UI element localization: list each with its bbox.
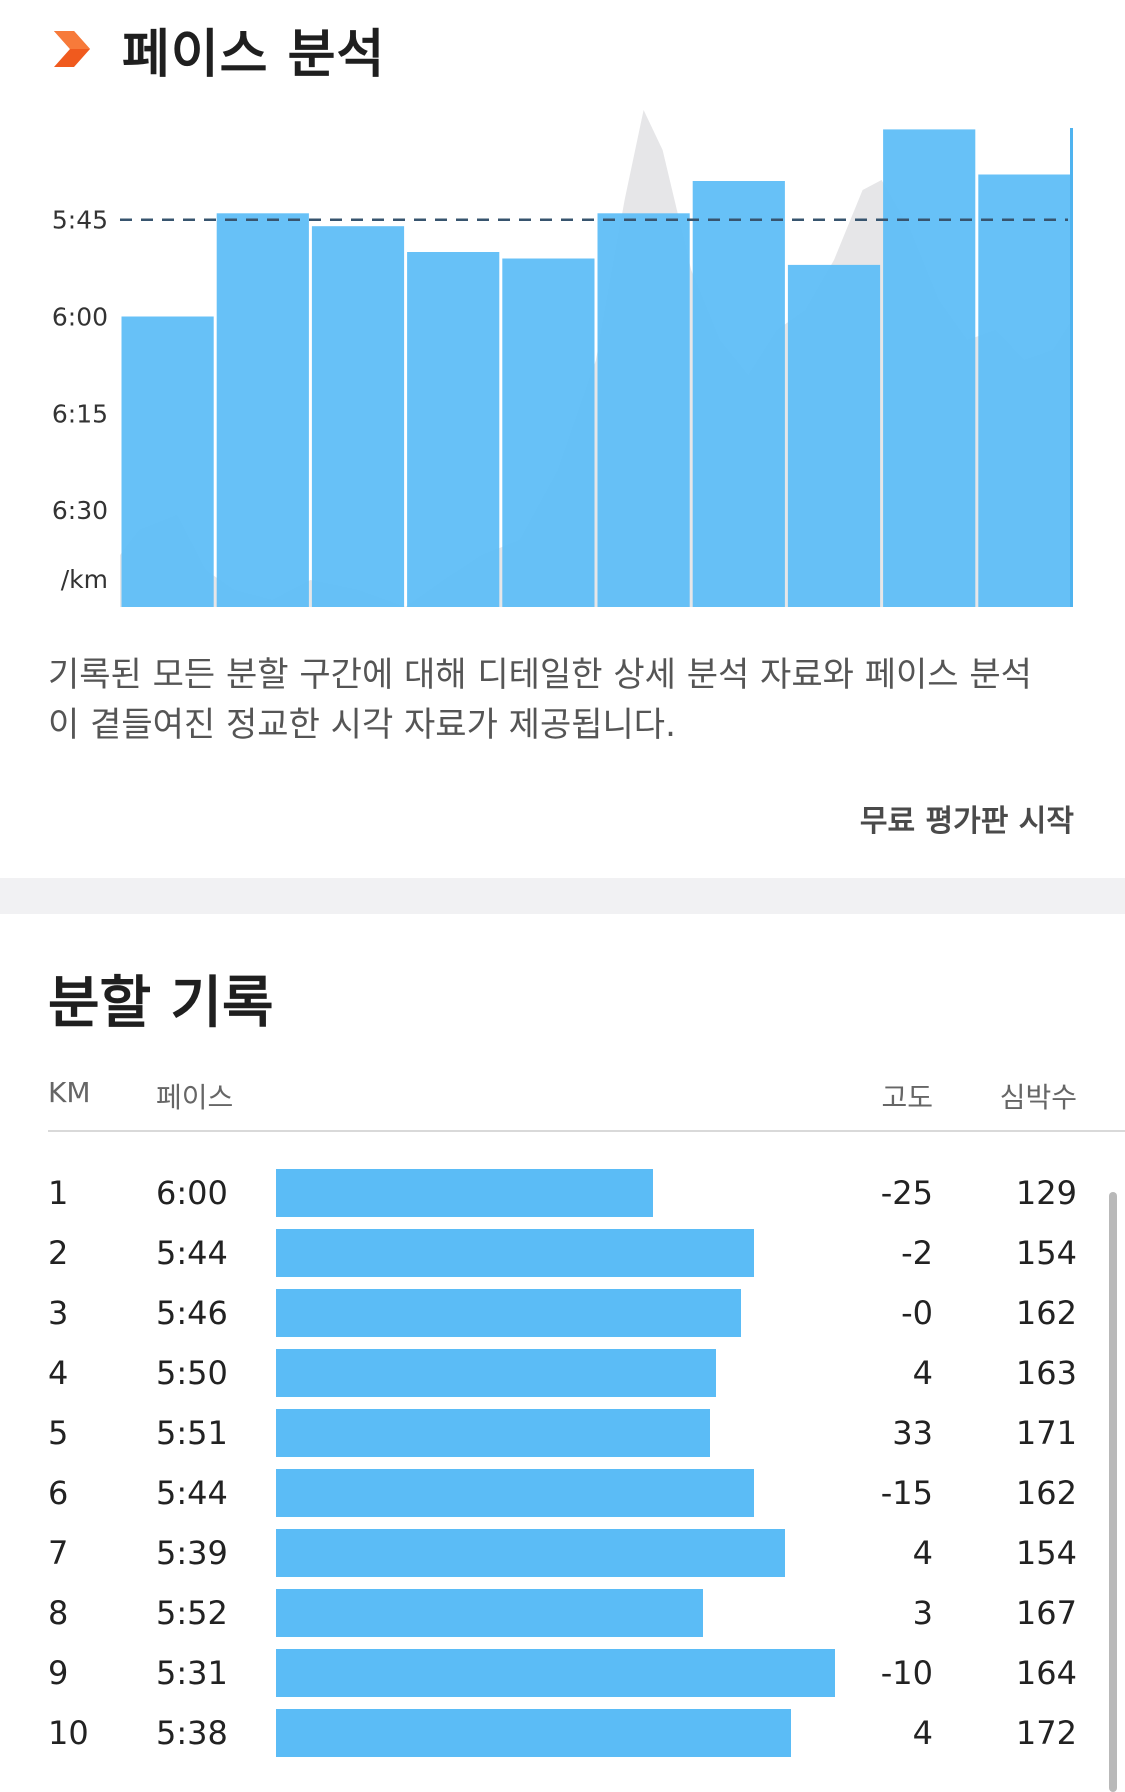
- split-elevation: -25: [880, 1174, 933, 1212]
- pace-bar-8: [787, 264, 881, 607]
- split-pace-bar: [276, 1229, 754, 1277]
- splits-title: 분할 기록: [48, 971, 274, 1036]
- split-heart-rate: 172: [1015, 1714, 1077, 1752]
- pace-bars: [121, 128, 1073, 608]
- split-heart-rate: 162: [1015, 1294, 1077, 1332]
- split-heart-rate: 162: [1015, 1474, 1077, 1512]
- split-pace: 5:51: [156, 1414, 228, 1452]
- split-heart-rate: 129: [1015, 1174, 1077, 1212]
- pace-analysis-title: 페이스 분석: [122, 24, 386, 85]
- pace-bar-4: [407, 252, 500, 607]
- split-row: 9 5:31 -10 164: [0, 1648, 1125, 1708]
- split-pace: 6:00: [156, 1174, 228, 1212]
- pace-bar-5: [502, 258, 595, 607]
- split-heart-rate: 164: [1015, 1654, 1077, 1692]
- split-elevation: -15: [880, 1474, 933, 1512]
- y-tick-label: 6:00: [52, 303, 108, 332]
- split-pace: 5:38: [156, 1714, 228, 1752]
- y-unit-label: /km: [61, 565, 108, 594]
- split-pace-bar: [276, 1529, 785, 1577]
- split-heart-rate: 171: [1015, 1414, 1077, 1452]
- split-heart-rate: 163: [1015, 1354, 1077, 1392]
- split-km: 4: [48, 1354, 69, 1392]
- pace-bar-2: [216, 213, 309, 608]
- split-elevation: 3: [912, 1594, 933, 1632]
- split-pace-bar: [276, 1709, 791, 1757]
- split-pace: 5:44: [156, 1474, 228, 1512]
- split-km: 6: [48, 1474, 69, 1512]
- pace-bar-7: [692, 181, 785, 607]
- split-pace-bar: [276, 1409, 710, 1457]
- split-row: 8 5:52 3 167: [0, 1588, 1125, 1648]
- split-elevation: 33: [892, 1414, 933, 1452]
- pace-analysis-description: 기록된 모든 분할 구간에 대해 디테일한 상세 분석 자료와 페이스 분석이 …: [48, 655, 1032, 745]
- y-axis-ticks: 5:45 6:00 6:15 6:30/km: [52, 206, 108, 594]
- split-elevation: 4: [912, 1714, 933, 1752]
- chevron-right-icon: [54, 31, 90, 67]
- pace-bar-6: [597, 213, 690, 608]
- scrollbar[interactable]: [1109, 1192, 1117, 1792]
- split-row: 6 5:44 -15 162: [0, 1468, 1125, 1528]
- split-heart-rate: 154: [1015, 1534, 1077, 1572]
- header-km: KM: [48, 1076, 91, 1109]
- split-row: 3 5:46 -0 162: [0, 1288, 1125, 1348]
- header-elevation: 고도: [881, 1081, 933, 1114]
- split-pace-bar: [276, 1469, 754, 1517]
- split-pace-bar: [276, 1349, 716, 1397]
- split-pace-bar: [276, 1589, 703, 1637]
- pace-bar-3: [311, 226, 405, 607]
- split-pace: 5:39: [156, 1534, 228, 1572]
- split-row: 5 5:51 33 171: [0, 1408, 1125, 1468]
- split-km: 3: [48, 1294, 69, 1332]
- split-km: 10: [48, 1714, 89, 1752]
- split-elevation: -2: [901, 1234, 933, 1272]
- section-divider: [0, 878, 1125, 914]
- split-pace: 5:31: [156, 1654, 228, 1692]
- split-pace: 5:52: [156, 1594, 228, 1632]
- header-pace: 페이스: [156, 1081, 234, 1114]
- split-pace: 5:46: [156, 1294, 228, 1332]
- split-row: 4 5:50 4 163: [0, 1348, 1125, 1408]
- split-km: 9: [48, 1654, 69, 1692]
- y-tick-label: 6:15: [52, 399, 108, 428]
- header-divider: [48, 1130, 1125, 1132]
- split-pace-bar: [276, 1169, 653, 1217]
- split-heart-rate: 167: [1015, 1594, 1077, 1632]
- pace-bar-9: [883, 129, 976, 607]
- split-km: 7: [48, 1534, 69, 1572]
- y-tick-label: 5:45: [52, 206, 108, 235]
- start-free-trial-link[interactable]: 무료 평가판 시작: [859, 804, 1074, 839]
- y-tick-label: 6:30: [52, 496, 108, 525]
- split-elevation: -10: [880, 1654, 933, 1692]
- pace-chart: 5:45 6:00 6:15 6:30/km: [52, 110, 1073, 608]
- split-row: 1 6:00 -25 129: [0, 1168, 1125, 1228]
- splits-table: 1 6:00 -25 129 2 5:44 -2 154 3 5:46 -0 162 4 5:50 4 163…: [0, 1168, 1125, 1768]
- pace-bar-10: [978, 174, 1071, 607]
- pace-bar-1: [121, 316, 214, 607]
- split-row: 2 5:44 -2 154: [0, 1228, 1125, 1288]
- split-elevation: 4: [912, 1354, 933, 1392]
- split-pace-bar: [276, 1649, 835, 1697]
- header-heart-rate: 심박수: [999, 1081, 1077, 1114]
- split-elevation: -0: [901, 1294, 933, 1332]
- split-km: 5: [48, 1414, 69, 1452]
- split-km: 2: [48, 1234, 69, 1272]
- split-km: 1: [48, 1174, 69, 1212]
- current-position-marker: [1070, 128, 1073, 607]
- split-row: 10 5:38 4 172: [0, 1708, 1125, 1768]
- split-elevation: 4: [912, 1534, 933, 1572]
- pace-analysis-header: 페이스 분석: [52, 14, 386, 85]
- split-km: 8: [48, 1594, 69, 1632]
- split-pace-bar: [276, 1289, 741, 1337]
- split-pace: 5:44: [156, 1234, 228, 1272]
- split-heart-rate: 154: [1015, 1234, 1077, 1272]
- split-row: 7 5:39 4 154: [0, 1528, 1125, 1588]
- split-pace: 5:50: [156, 1354, 228, 1392]
